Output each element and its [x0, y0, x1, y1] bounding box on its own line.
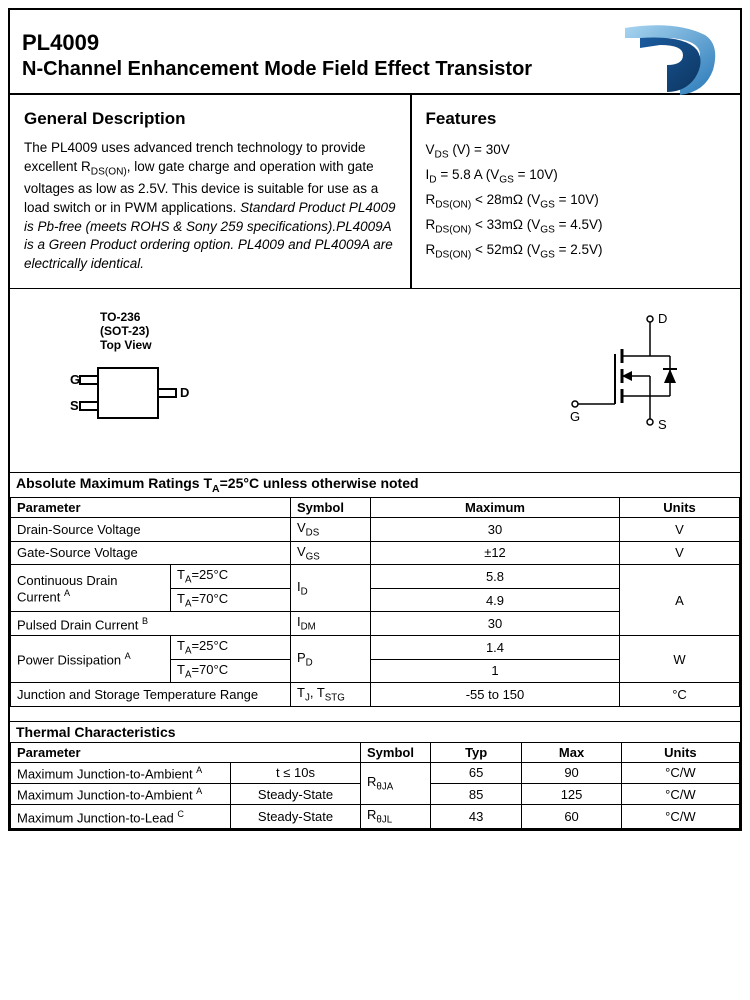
table-row: Junction and Storage Temperature RangeTJ…: [11, 683, 740, 707]
features-section: Features VDS (V) = 30VID = 5.8 A (VGS = …: [412, 95, 741, 288]
description-features-row: General Description The PL4009 uses adva…: [10, 95, 740, 289]
abs-max-table-section: Absolute Maximum Ratings TA=25°C unless …: [10, 472, 740, 707]
svg-text:D: D: [658, 311, 667, 326]
table-row: Drain-Source VoltageVDS30V: [11, 518, 740, 542]
thermal-title: Thermal Characteristics: [10, 721, 740, 742]
brand-logo-icon: [585, 20, 725, 100]
svg-text:S: S: [658, 417, 667, 432]
package-outline-icon: G S D: [50, 358, 210, 438]
datasheet-page: PL4009 N-Channel Enhancement Mode Field …: [8, 8, 742, 831]
feature-line: RDS(ON) < 28mΩ (VGS = 10V): [426, 189, 727, 214]
package-diagram: TO-236 (SOT-23) Top View G S D: [50, 310, 210, 441]
svg-text:G: G: [570, 409, 580, 424]
features-list: VDS (V) = 30VID = 5.8 A (VGS = 10V)RDS(O…: [426, 139, 727, 263]
table-row: Continuous Drain Current ATA=25°CID5.8A: [11, 565, 740, 589]
table-row: Maximum Junction-to-Ambient A t ≤ 10s Rθ…: [11, 762, 740, 783]
abs-max-table: ParameterSymbolMaximumUnits Drain-Source…: [10, 497, 740, 707]
feature-line: RDS(ON) < 33mΩ (VGS = 4.5V): [426, 214, 727, 239]
table-row: Gate-Source VoltageVGS±12V: [11, 541, 740, 565]
feature-line: ID = 5.8 A (VGS = 10V): [426, 164, 727, 189]
feature-line: VDS (V) = 30V: [426, 139, 727, 164]
thermal-table-section: Thermal Characteristics Parameter Symbol…: [10, 721, 740, 829]
pin-g-label: G: [70, 372, 80, 387]
diagrams-row: TO-236 (SOT-23) Top View G S D D: [10, 289, 740, 472]
schematic-diagram: D G: [560, 309, 700, 442]
header: PL4009 N-Channel Enhancement Mode Field …: [10, 10, 740, 95]
mosfet-schematic-icon: D G: [560, 309, 700, 439]
table-row: Power Dissipation ATA=25°CPD1.4W: [11, 635, 740, 659]
table-header-row: Parameter Symbol Typ Max Units: [11, 742, 740, 762]
thermal-table: Parameter Symbol Typ Max Units Maximum J…: [10, 742, 740, 829]
general-description-section: General Description The PL4009 uses adva…: [10, 95, 412, 288]
table-row: Maximum Junction-to-Lead C Steady-State …: [11, 805, 740, 829]
table-row: ParameterSymbolMaximumUnits: [11, 498, 740, 518]
feature-line: RDS(ON) < 52mΩ (VGS = 2.5V): [426, 239, 727, 264]
general-description-heading: General Description: [24, 109, 396, 129]
pin-d-label: D: [180, 385, 189, 400]
pin-s-label: S: [70, 398, 79, 413]
abs-max-title: Absolute Maximum Ratings TA=25°C unless …: [10, 472, 740, 497]
general-description-text: The PL4009 uses advanced trench technolo…: [24, 139, 396, 274]
features-heading: Features: [426, 109, 727, 129]
